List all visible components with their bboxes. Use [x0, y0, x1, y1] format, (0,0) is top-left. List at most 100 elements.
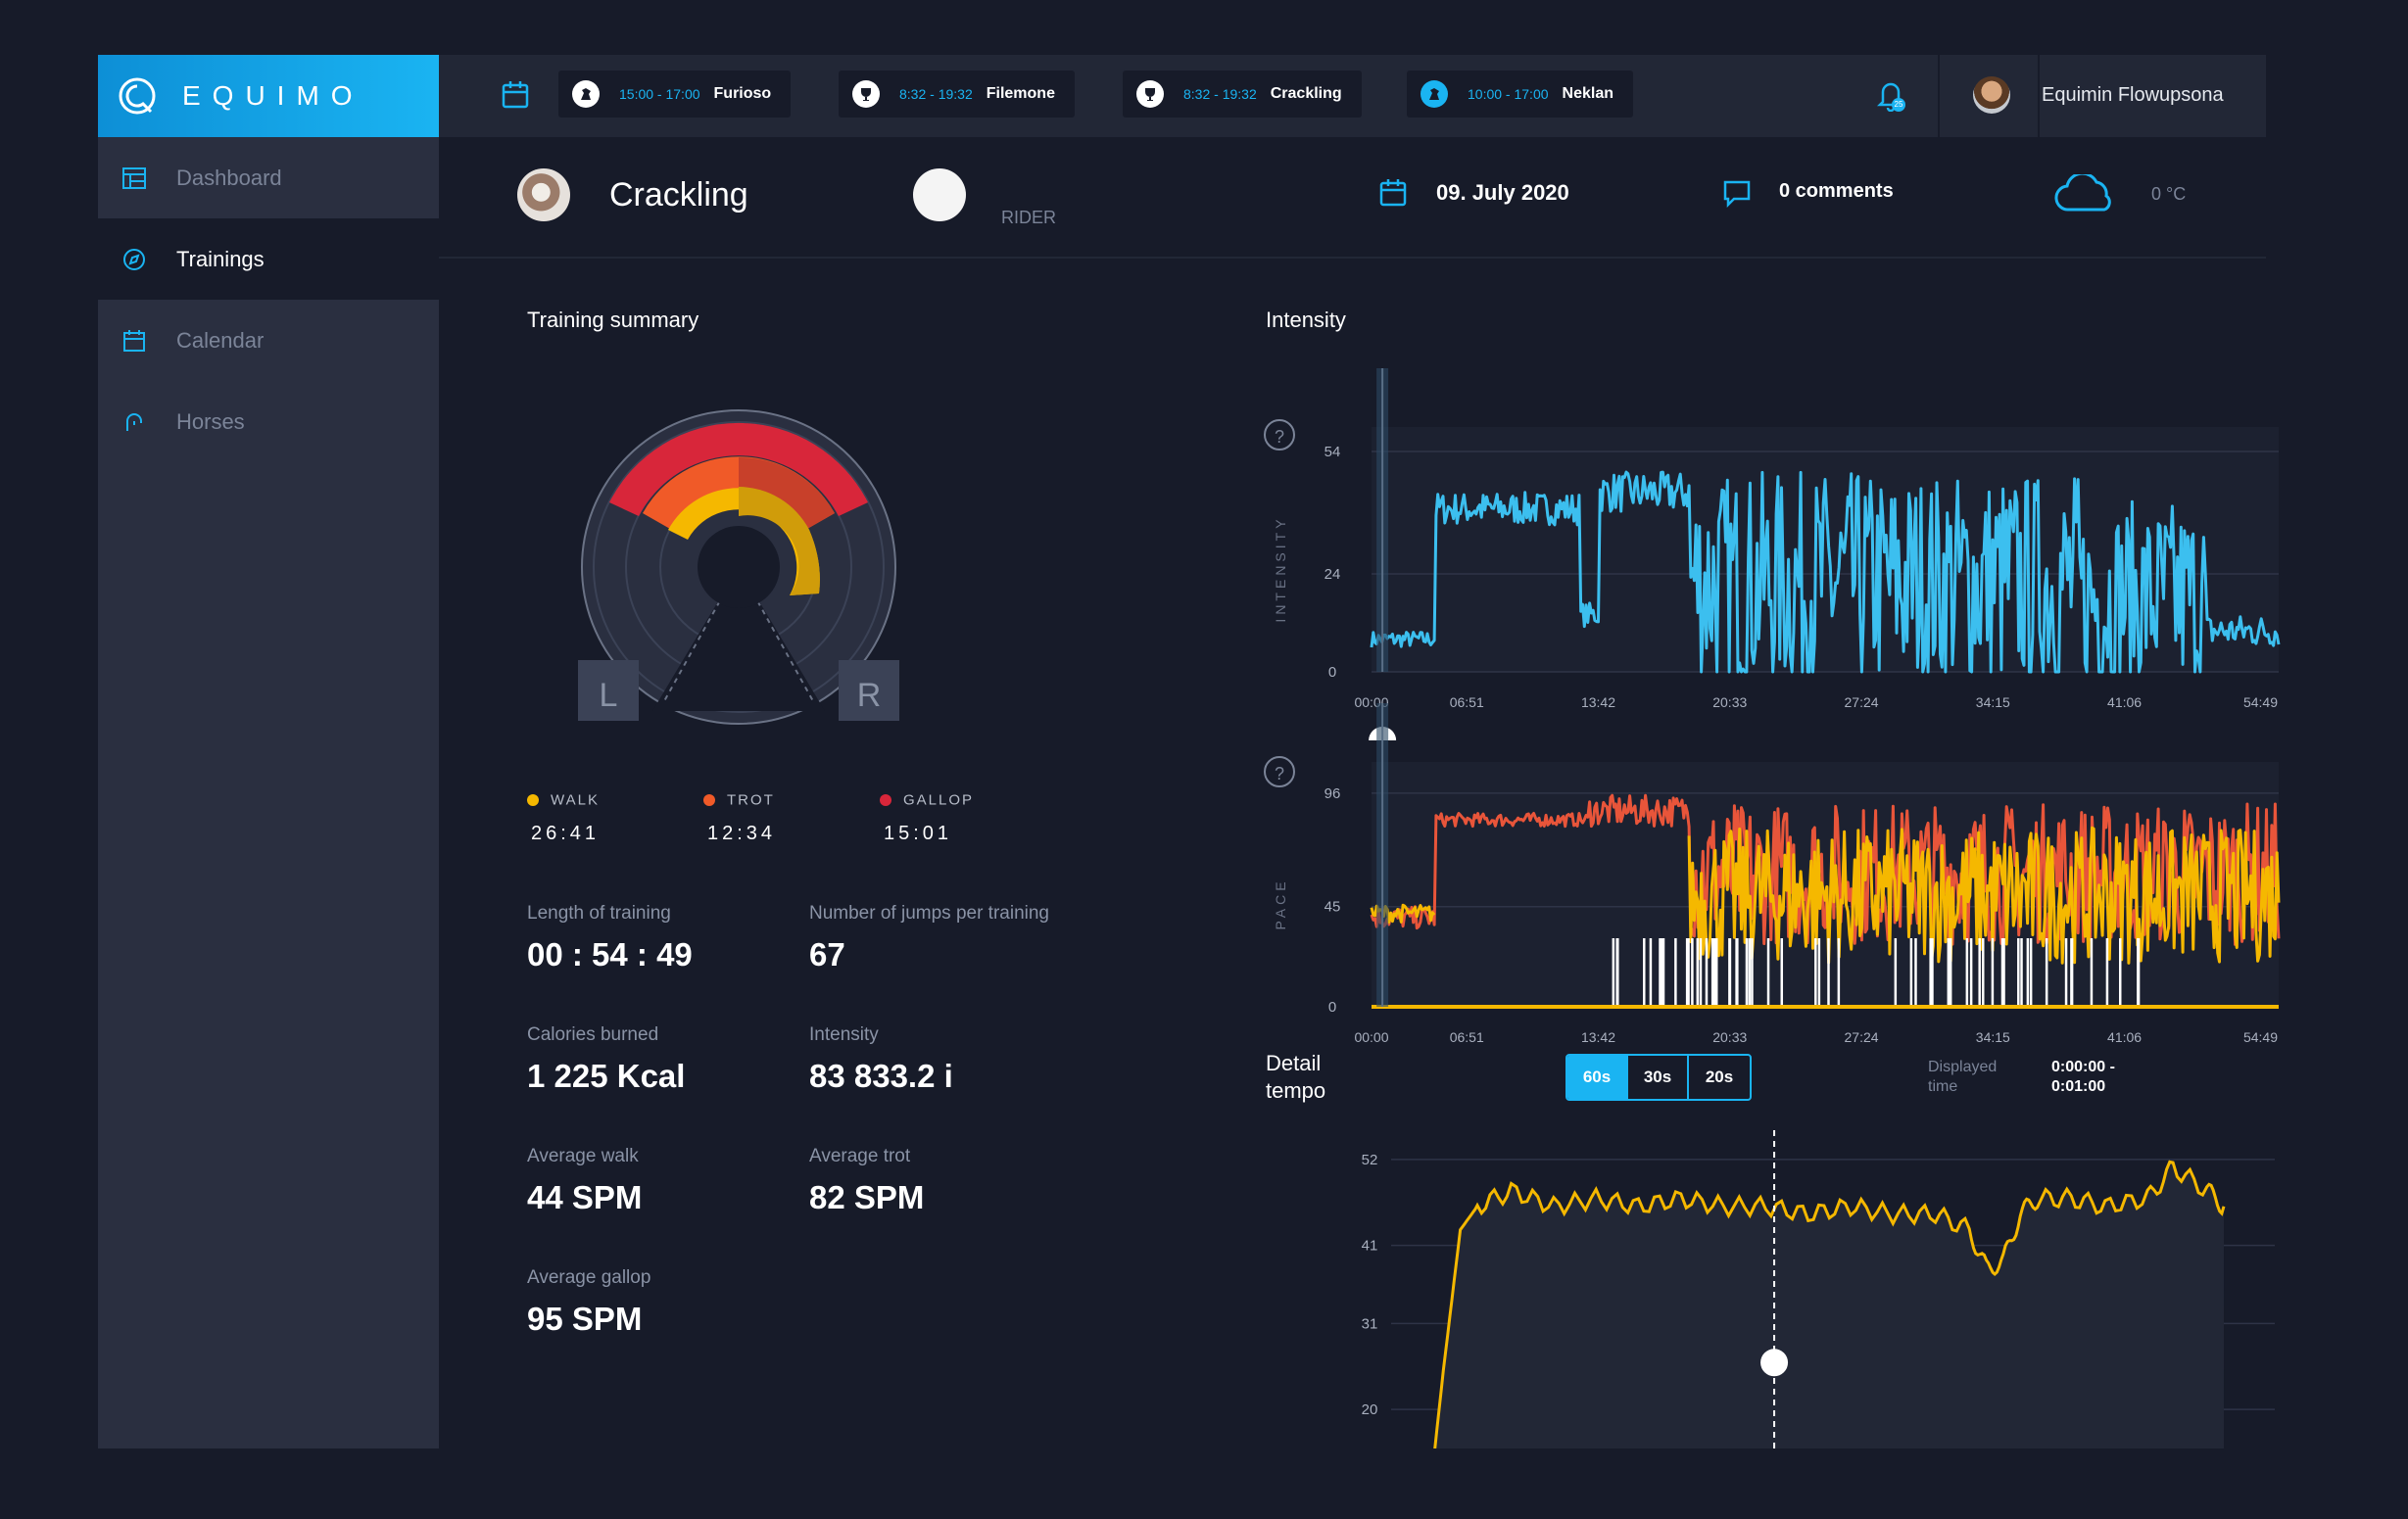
stat-value: 00 : 54 : 49 [527, 936, 693, 973]
rider-avatar[interactable] [913, 168, 966, 221]
gauge-left-label: L [600, 677, 618, 714]
stat-label: Length of training [527, 903, 671, 924]
tempo-interval-toggle: 60s 30s 20s [1565, 1054, 1752, 1101]
stat-value: 82 SPM [809, 1179, 925, 1215]
legend-value: 12:34 [707, 823, 777, 844]
logo-mark-icon [119, 77, 156, 115]
stat-value: 95 SPM [527, 1301, 643, 1337]
horseshoe-icon [120, 407, 149, 437]
x-tick-label: 13:42 [1581, 1029, 1615, 1045]
top-bar: 15:00 - 17:00 Furioso 8:32 - 19:32 Filem… [439, 55, 2266, 137]
horse-avatar[interactable] [517, 168, 570, 221]
session-time: 10:00 - 17:00 [1468, 86, 1549, 102]
detail-tempo-chart[interactable]: 20 31 41 52 [1274, 1130, 2292, 1448]
notification-bell[interactable]: 25 [1876, 78, 1905, 117]
training-header: Crackling RIDER 09. July 2020 0 comments… [439, 137, 2266, 259]
trophy-icon [1136, 80, 1164, 108]
y-tick-label: 45 [1324, 899, 1341, 916]
sidebar-item-trainings[interactable]: Trainings [98, 218, 439, 300]
y-tick-label: 0 [1328, 664, 1336, 681]
x-tick-label: 00:00 [1354, 1029, 1388, 1045]
comment-icon[interactable] [1722, 178, 1752, 208]
sidebar-item-label: Horses [176, 408, 245, 434]
session-chip-filemone[interactable]: 8:32 - 19:32 Filemone [839, 71, 1075, 118]
help-button-pace[interactable]: ? [1264, 756, 1295, 787]
calendar-icon [120, 326, 149, 356]
session-name: Crackling [1270, 85, 1342, 102]
comments-count[interactable]: 0 comments [1779, 180, 1894, 202]
stat-label: Intensity [809, 1024, 879, 1045]
legend-value: 15:01 [884, 823, 953, 844]
gauge-right-label: R [857, 677, 882, 714]
legend-label: TROT [727, 791, 775, 809]
stat-average-gallop: Average gallop 95 SPM [527, 1267, 650, 1338]
series-line [1370, 793, 2281, 946]
session-chip-furioso[interactable]: 15:00 - 17:00 Furioso [558, 71, 792, 118]
session-chip-neklan[interactable]: 10:00 - 17:00 Neklan [1407, 71, 1633, 118]
stat-average-trot: Average trot 82 SPM [809, 1146, 924, 1216]
detail-tempo-title: Detail tempo [1266, 1050, 1325, 1105]
x-tick-label: 54:49 [2243, 1029, 2278, 1045]
stat-value: 67 [809, 936, 845, 973]
legend-dot [527, 793, 539, 806]
avatar[interactable] [1973, 76, 2010, 114]
trophy-icon [852, 80, 880, 108]
x-tick-label: 13:42 [1581, 694, 1615, 710]
user-name[interactable]: Equimin Flowupsona [2042, 84, 2224, 106]
legend-label: WALK [551, 791, 600, 809]
x-tick-label: 27:24 [1845, 694, 1879, 710]
session-name: Filemone [986, 85, 1055, 102]
y-tick-label: 20 [1362, 1401, 1378, 1418]
horse-icon [1421, 80, 1448, 108]
legend-trot: TROT 12:34 [703, 791, 776, 845]
divider [2038, 55, 2040, 137]
y-tick-label: 96 [1324, 785, 1341, 802]
session-chip-crackling[interactable]: 8:32 - 19:32 Crackling [1123, 71, 1362, 118]
x-tick-label: 34:15 [1976, 1029, 2010, 1045]
training-date: 09. July 2020 [1436, 180, 1569, 205]
notification-badge: 25 [1892, 98, 1905, 112]
stat-intensity: Intensity 83 833.2 i [809, 1024, 953, 1095]
y-tick-label: 31 [1362, 1315, 1378, 1332]
interval-30s-button[interactable]: 30s [1628, 1056, 1689, 1099]
y-tick-label: 54 [1324, 444, 1341, 460]
pace-chart[interactable]: 0 45 96 PACE 00:00 06:51 13:42 20:33 27:24 34:15 4… [1274, 703, 2292, 1075]
sidebar-item-dashboard[interactable]: Dashboard [98, 137, 439, 218]
displayed-time-label: Displayed time [1928, 1059, 1998, 1095]
cloud-icon [2054, 174, 2111, 212]
stat-jumps: Number of jumps per training 67 [809, 903, 1049, 973]
x-tick-label: 27:24 [1845, 1029, 1879, 1045]
intensity-title: Intensity [1266, 308, 1346, 332]
calendar-icon[interactable] [502, 80, 529, 110]
sidebar-item-label: Dashboard [176, 165, 282, 190]
session-time: 8:32 - 19:32 [1183, 86, 1257, 102]
x-tick-label: 41:06 [2107, 1029, 2142, 1045]
session-name: Furioso [713, 85, 772, 102]
x-tick-label: 54:49 [2243, 694, 2278, 710]
stat-average-walk: Average walk 44 SPM [527, 1146, 642, 1216]
y-tick-label: 52 [1362, 1152, 1378, 1168]
training-summary-title: Training summary [527, 308, 699, 332]
compass-icon [120, 245, 149, 274]
series-line [1433, 1160, 2226, 1448]
help-button-intensity[interactable]: ? [1264, 419, 1295, 451]
session-time: 15:00 - 17:00 [619, 86, 700, 102]
interval-60s-button[interactable]: 60s [1567, 1056, 1628, 1099]
y-tick-label: 41 [1362, 1238, 1378, 1255]
gait-legend: WALK 26:41 TROT 12:34 GALLOP 15:01 [527, 791, 1115, 860]
app: EQUIMO Dashboard Trainings Calendar [98, 55, 2281, 1448]
series-area [1426, 1162, 2225, 1448]
logo[interactable]: EQUIMO [98, 55, 439, 137]
sidebar-item-calendar[interactable]: Calendar [98, 300, 439, 381]
session-name: Neklan [1562, 85, 1613, 102]
sidebar-nav: Dashboard Trainings Calendar Horses [98, 137, 439, 462]
detail-title-line2: tempo [1266, 1078, 1326, 1103]
cursor-handle [1760, 1349, 1789, 1377]
displayed-time-value: 0:00:00 - 0:01:00 [2051, 1059, 2115, 1095]
sidebar-item-horses[interactable]: Horses [98, 381, 439, 462]
x-tick-label: 06:51 [1450, 1029, 1484, 1045]
interval-20s-button[interactable]: 20s [1705, 1068, 1734, 1086]
legend-dot [703, 793, 715, 806]
legend-dot [880, 793, 891, 806]
